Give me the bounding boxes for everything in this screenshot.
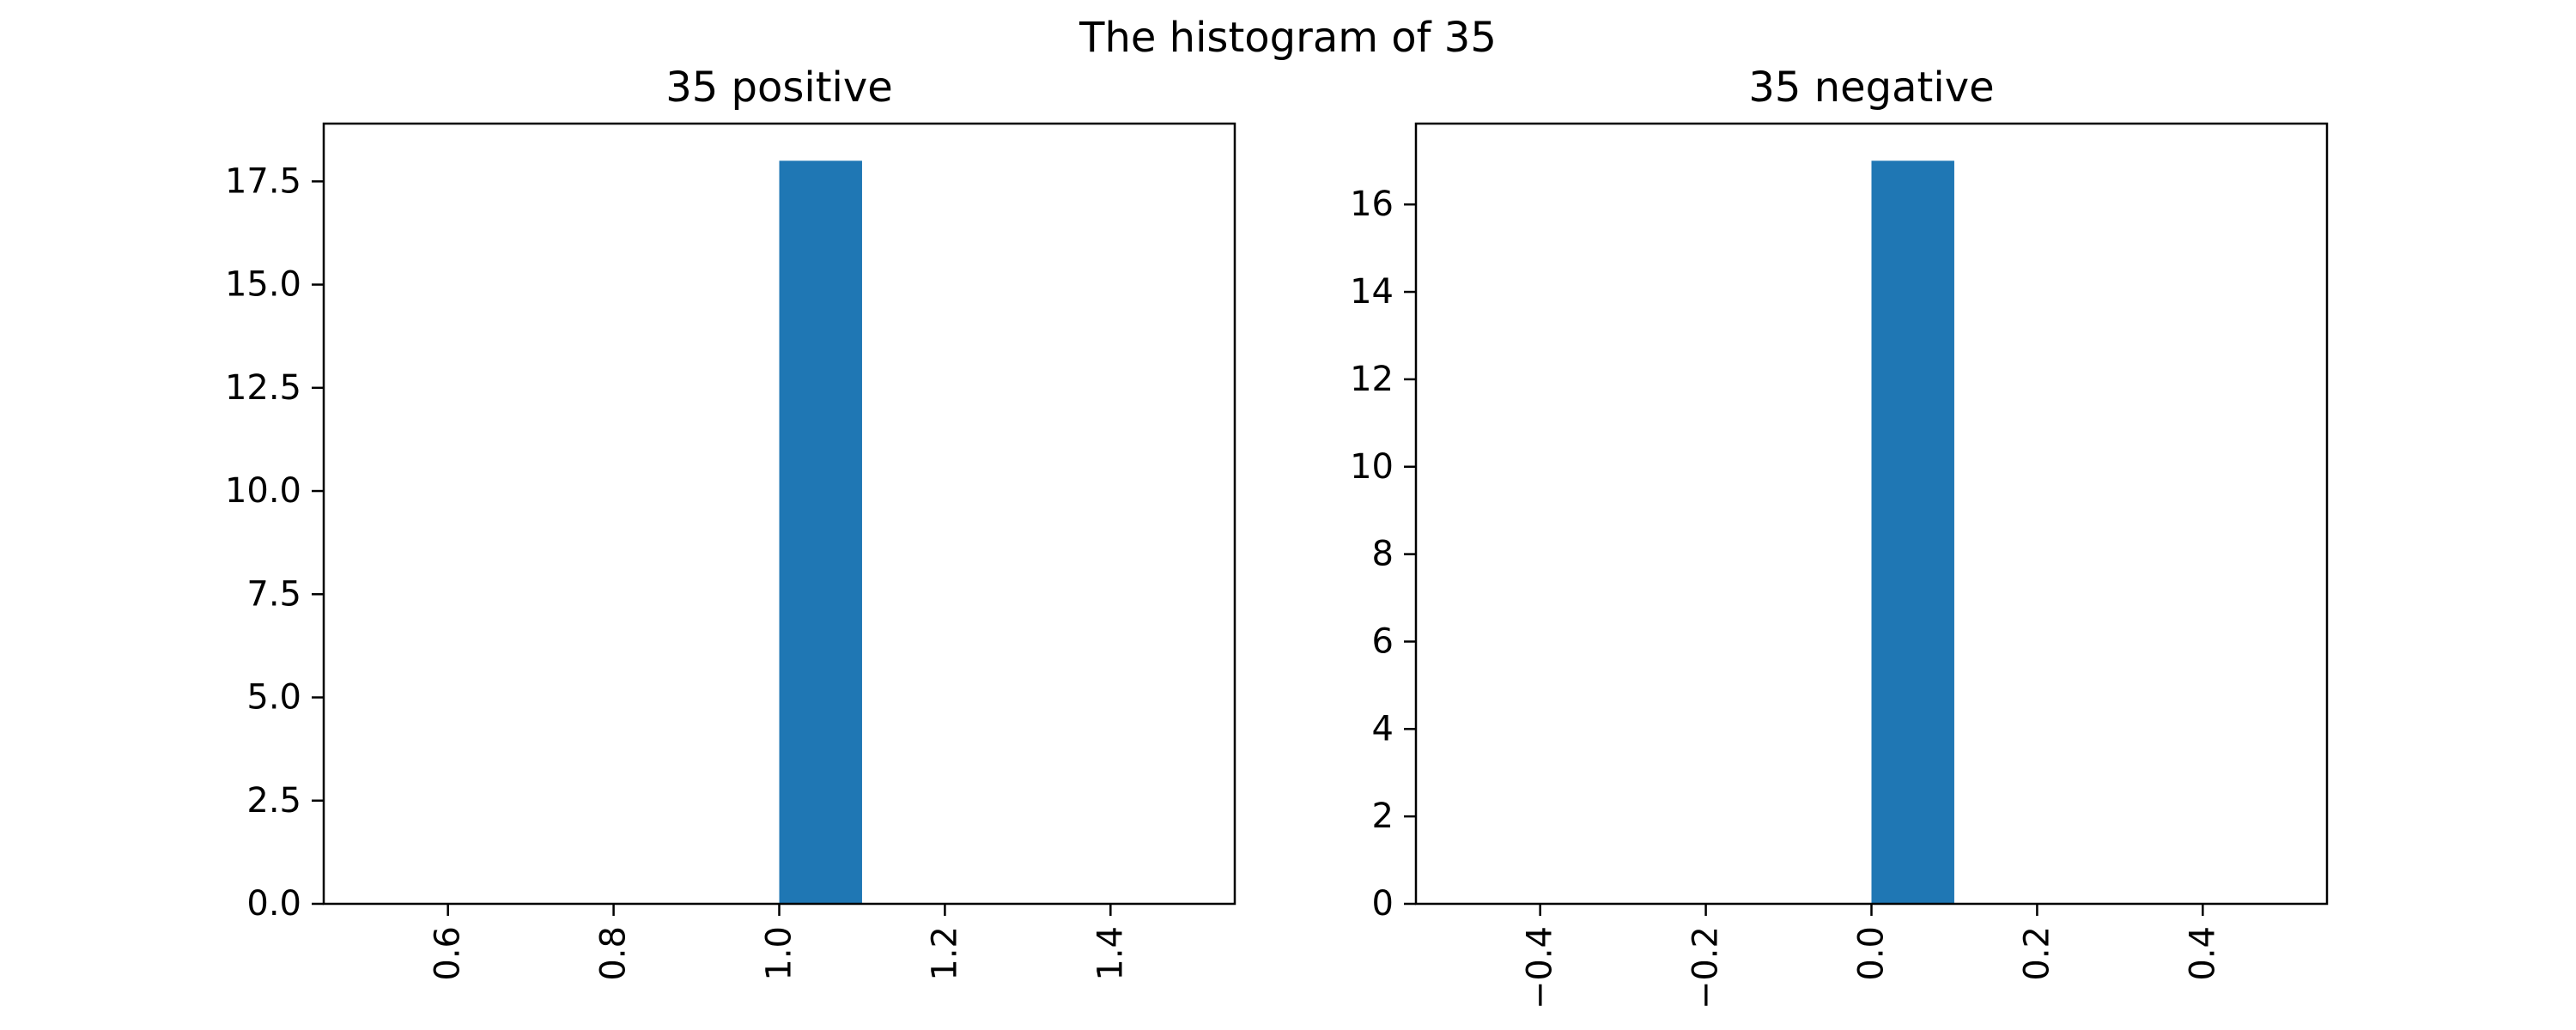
x-tick-label-positive-4: 1.4 (1091, 926, 1130, 981)
y-tick-label-negative-2: 4 (1372, 709, 1394, 748)
y-tick-label-negative-5: 10 (1350, 447, 1394, 487)
x-tick-label-positive-1: 0.8 (594, 926, 634, 981)
histogram-bar-negative-0 (1871, 161, 1954, 905)
x-tick-label-positive-2: 1.0 (760, 926, 799, 981)
x-tick-label-positive-3: 1.2 (925, 926, 964, 981)
figure-suptitle: The histogram of 35 (1079, 14, 1497, 62)
y-tick-label-positive-7: 17.5 (225, 161, 301, 201)
x-tick-label-negative-4: 0.4 (2183, 926, 2222, 981)
x-tick-label-negative-0: −0.4 (1521, 926, 1560, 1009)
y-tick-label-positive-3: 7.5 (246, 574, 301, 614)
y-tick-label-positive-4: 10.0 (225, 471, 301, 511)
subplot-negative: 0 2 4 6 8 10 12 14 16 −0.4 −0.2 0.0 0.2 0.4 (1350, 122, 2329, 1009)
y-tick-label-positive-2: 5.0 (246, 678, 301, 718)
panel-title-negative: 35 negative (1748, 64, 1995, 112)
y-tick-label-positive-1: 2.5 (246, 781, 301, 821)
x-tick-label-negative-3: 0.2 (2017, 926, 2057, 981)
x-tick-label-negative-2: 0.0 (1852, 926, 1892, 981)
x-tick-label-negative-1: −0.2 (1686, 926, 1726, 1009)
y-tick-label-positive-6: 15.0 (225, 265, 301, 305)
y-tick-label-positive-0: 0.0 (246, 884, 301, 924)
y-tick-label-negative-3: 6 (1372, 621, 1394, 661)
y-tick-label-negative-7: 14 (1350, 272, 1394, 312)
panel-title-positive: 35 positive (665, 64, 893, 112)
histogram-bar-positive-0 (779, 161, 862, 905)
y-tick-label-negative-4: 8 (1372, 535, 1394, 574)
y-tick-label-negative-0: 0 (1372, 884, 1394, 924)
y-tick-label-negative-1: 2 (1372, 797, 1394, 836)
subplot-positive: 0.0 2.5 5.0 7.5 10.0 12.5 15.0 17.5 0.6 0.8 1.0 1.2… (225, 122, 1236, 981)
y-tick-label-negative-6: 12 (1350, 360, 1394, 399)
x-tick-label-positive-0: 0.6 (428, 926, 468, 981)
y-tick-label-positive-5: 12.5 (225, 368, 301, 408)
y-tick-label-negative-8: 16 (1350, 185, 1394, 224)
